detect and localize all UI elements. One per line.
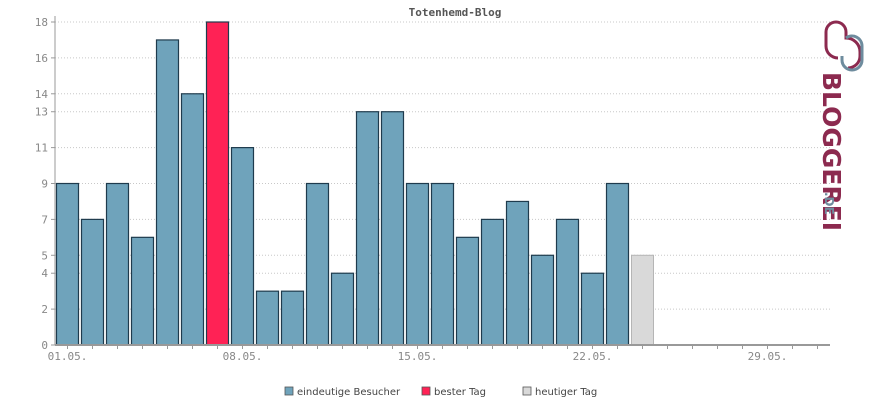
x-tick-label: 01.05. [48,350,88,363]
bar-unique-visitors [55,182,80,346]
bar-unique-visitors [580,272,605,346]
bar-best-day [205,21,230,346]
legend: eindeutige Besucher bester Tag heutiger Ta… [284,386,597,398]
bar-unique-visitors [430,182,455,346]
legend-swatch [522,386,532,396]
y-tick-label: 2 [41,303,48,316]
bar-unique-visitors [380,111,405,346]
bar-unique-visitors [605,182,630,346]
legend-label: bester Tag [434,387,486,398]
logo-mark-icon [824,20,862,70]
y-tick-label: 11 [35,142,48,155]
x-tick-label: 29.05. [748,350,788,363]
brand-tld: .DE [822,192,836,215]
bar-unique-visitors [330,272,355,346]
bar-unique-visitors [155,39,180,346]
bar-unique-visitors [355,111,380,346]
legend-label: eindeutige Besucher [297,387,401,398]
legend-swatch [284,386,294,396]
bars [55,21,654,346]
bar-unique-visitors [280,290,305,346]
brand-name: BLOGGEREI [817,72,846,231]
bar-today [631,254,654,346]
bar-unique-visitors [255,290,280,346]
bar-unique-visitors [130,236,155,346]
x-tick-label: 15.05. [398,350,438,363]
bar-unique-visitors [230,147,255,346]
y-tick-label: 5 [41,249,48,262]
y-tick-label: 14 [35,88,49,101]
x-tick-label: 08.05. [223,350,263,363]
y-tick-label: 0 [41,339,48,352]
bar-unique-visitors [80,218,105,346]
bar-unique-visitors [555,218,580,346]
y-tick-label: 4 [41,267,48,280]
bar-unique-visitors [530,254,555,346]
bloggerei-logo: BLOGGEREI .DE [817,20,864,231]
y-tick-label: 13 [35,106,48,119]
bar-unique-visitors [455,236,480,346]
bar-unique-visitors [480,218,505,346]
bar-unique-visitors [305,182,330,346]
x-tick-label: 22.05. [573,350,613,363]
legend-swatch [421,386,431,396]
bar-unique-visitors [180,93,205,346]
x-axis: 01.05. 08.05. 15.05. 22.05. 29.05. [48,16,830,363]
legend-label: heutiger Tag [535,387,597,398]
logo-mark-accent-icon [840,34,864,72]
bar-unique-visitors [505,200,530,346]
bar-unique-visitors [105,182,130,346]
bar-unique-visitors [405,182,430,346]
y-tick-label: 16 [35,52,48,65]
y-tick-label: 18 [35,16,48,29]
y-axis-ticks: 0 2 4 5 7 9 11 13 14 16 18 [35,16,55,352]
chart-title: Totenhemd-Blog [409,6,502,19]
y-tick-label: 7 [41,213,48,226]
y-tick-label: 9 [41,178,48,191]
